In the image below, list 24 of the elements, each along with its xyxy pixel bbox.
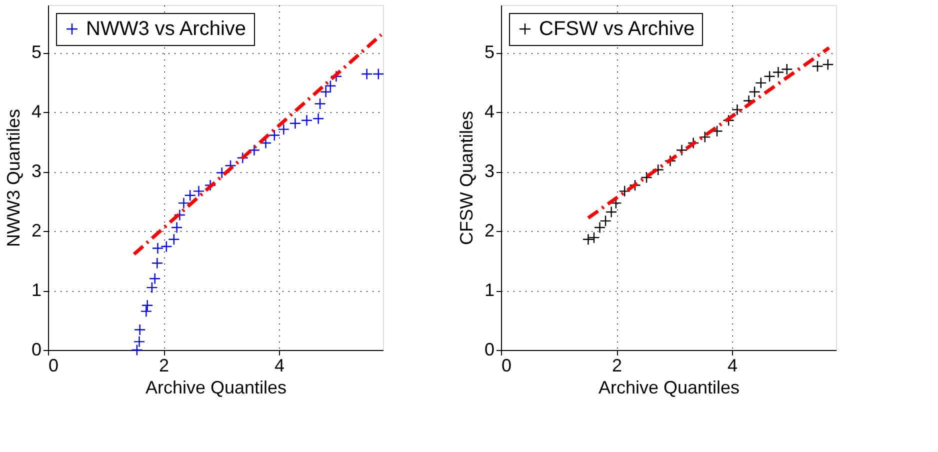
y-tick-label: 2 — [31, 220, 42, 241]
x-tick-label: 4 — [274, 356, 285, 376]
x-tick-label: 2 — [159, 356, 170, 376]
y-axis-title: CFSW Quantiles — [456, 110, 476, 246]
y-tick-label: 3 — [31, 161, 42, 182]
x-tick-label: 0 — [48, 356, 59, 376]
x-axis-title: Archive Quantiles — [598, 378, 740, 398]
y-tick-label: 2 — [484, 220, 494, 241]
y-axis-title: NWW3 Quantiles — [3, 108, 24, 248]
x-tick-label: 0 — [502, 356, 512, 376]
y-tick-label: 5 — [31, 42, 42, 62]
y-tick-label: 5 — [484, 42, 494, 62]
y-tick-label: 0 — [484, 340, 494, 360]
y-tick-label: 1 — [484, 280, 494, 300]
legend-label: NWW3 vs Archive — [86, 18, 246, 40]
x-tick-label: 4 — [728, 356, 738, 376]
x-axis-title: Archive Quantiles — [145, 378, 287, 398]
legend-label: CFSW vs Archive — [539, 18, 695, 40]
y-tick-label: 4 — [31, 102, 42, 122]
y-tick-label: 1 — [31, 280, 42, 300]
y-tick-label: 4 — [484, 102, 494, 122]
y-tick-label: 0 — [31, 340, 42, 360]
x-tick-label: 2 — [612, 356, 622, 376]
y-tick-label: 3 — [484, 161, 494, 182]
